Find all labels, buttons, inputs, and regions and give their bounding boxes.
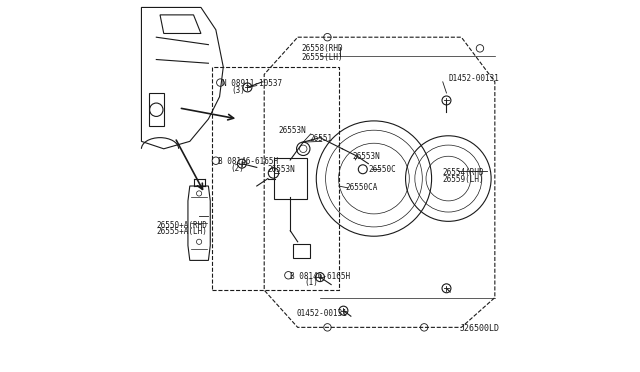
Text: 26550C: 26550C <box>369 165 396 174</box>
Text: (1): (1) <box>305 278 318 287</box>
Text: D1452-00131: D1452-00131 <box>449 74 499 83</box>
Text: 01452-00131: 01452-00131 <box>296 309 348 318</box>
Text: N 08911-10537: N 08911-10537 <box>222 79 282 88</box>
Text: 26554(RHD: 26554(RHD <box>443 169 484 177</box>
Text: J26500LD: J26500LD <box>460 324 499 333</box>
Text: 26555(LH): 26555(LH) <box>301 53 342 62</box>
Text: 26555+A(LH): 26555+A(LH) <box>156 227 207 236</box>
Text: 26550+A(RHD: 26550+A(RHD <box>156 221 207 230</box>
Text: B 08146-6165H: B 08146-6165H <box>291 272 350 280</box>
Text: (2): (2) <box>231 164 244 173</box>
Text: 26558(RHD: 26558(RHD <box>301 44 342 53</box>
Text: B 08146-6165H: B 08146-6165H <box>218 157 278 166</box>
Text: (3): (3) <box>232 86 245 94</box>
Text: 26553N: 26553N <box>268 165 296 174</box>
Text: 26551: 26551 <box>309 134 332 143</box>
Text: 26550CA: 26550CA <box>346 183 378 192</box>
Text: 26553N: 26553N <box>278 126 306 135</box>
Text: 26559(LH): 26559(LH) <box>443 175 484 184</box>
Text: 26553N: 26553N <box>353 153 381 161</box>
